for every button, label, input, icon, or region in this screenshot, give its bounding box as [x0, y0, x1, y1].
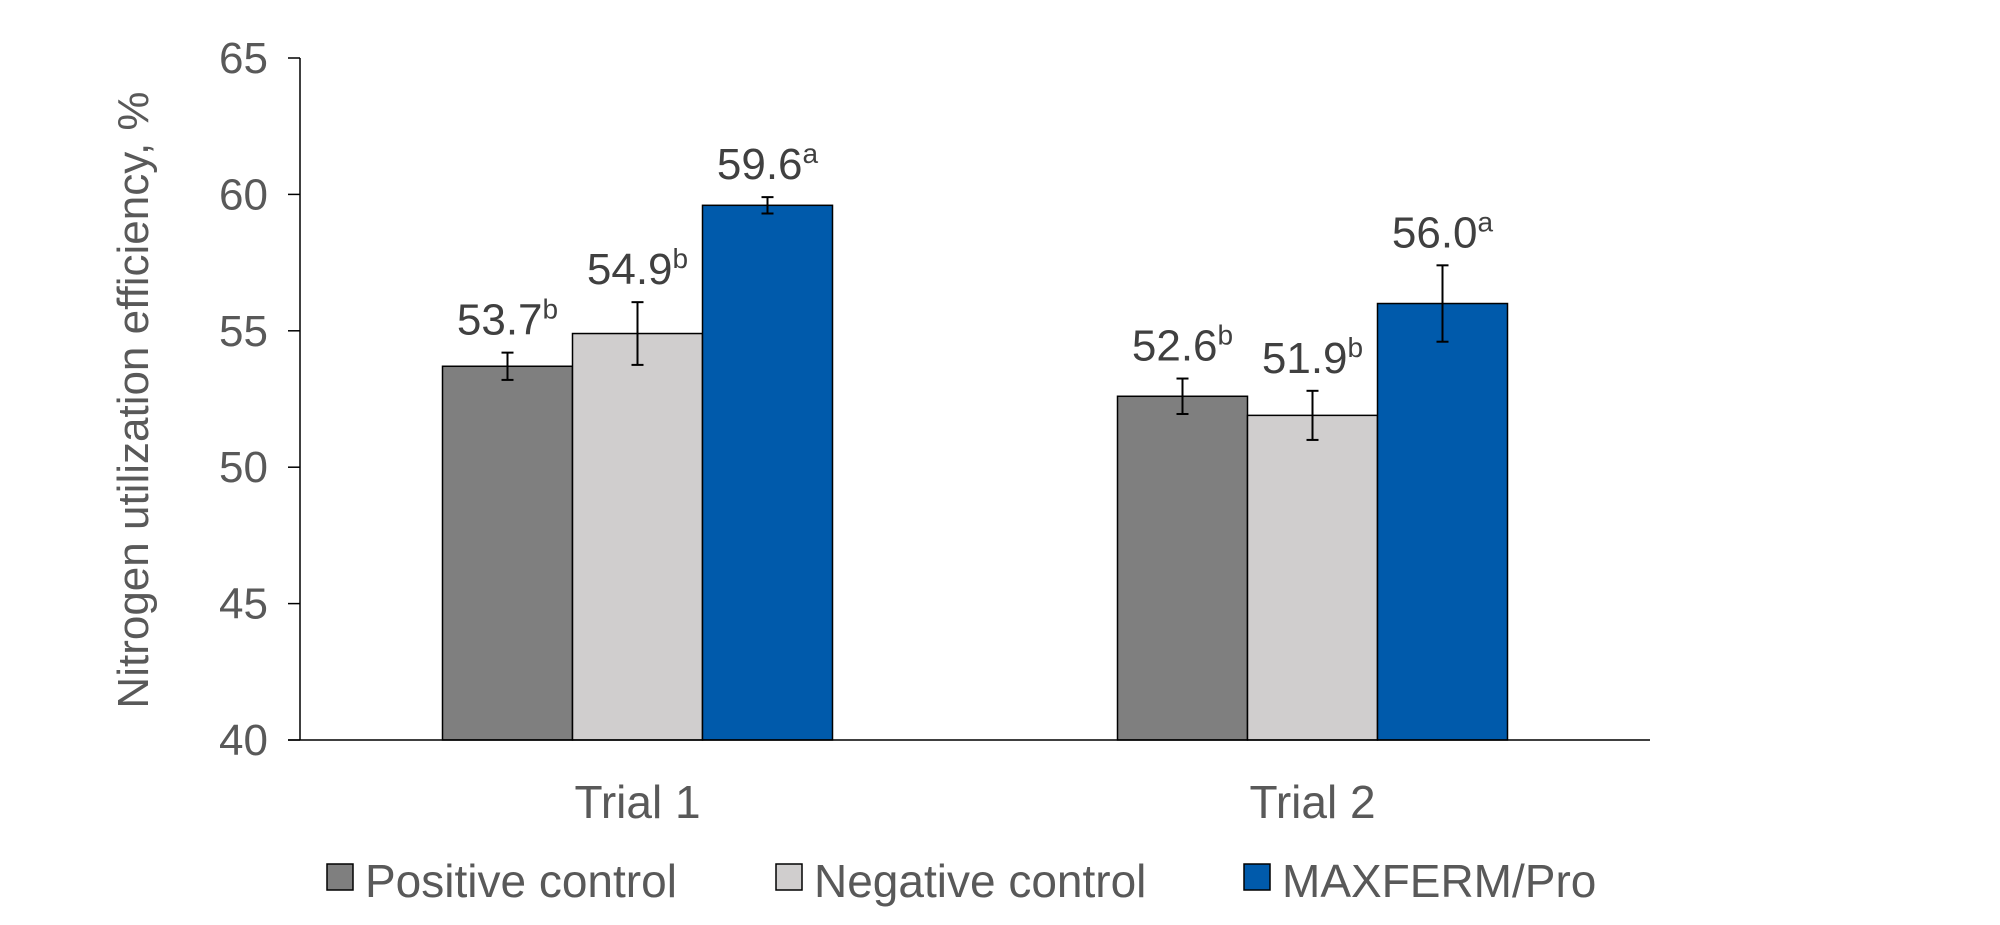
- legend-swatch: [775, 863, 803, 891]
- category-label: Trial 1: [574, 776, 700, 828]
- legend-item: MAXFERM/Pro: [1243, 855, 1596, 907]
- y-tick-label: 60: [219, 170, 268, 219]
- data-label-superscript: b: [1218, 320, 1234, 351]
- y-axis-title-group: Nitrogen utilization efficiency, %: [109, 91, 158, 708]
- data-label: 56.0a: [1392, 206, 1494, 257]
- bar-2-1: [1376, 302, 1509, 741]
- data-label-superscript: b: [673, 243, 689, 274]
- y-tick-label: 40: [219, 716, 268, 765]
- category-labels: Trial 1 Trial 2: [574, 776, 1375, 828]
- y-axis-ticks: 40 45 50 55 60 65: [219, 34, 300, 765]
- bar-0-0: [441, 365, 574, 741]
- y-tick-label: 50: [219, 443, 268, 492]
- data-label-superscript: b: [1348, 332, 1364, 363]
- data-label: 51.9b: [1262, 332, 1363, 383]
- data-label: 59.6a: [717, 138, 819, 189]
- data-label-value: 52.6: [1132, 322, 1218, 371]
- legend-label: MAXFERM/Pro: [1282, 855, 1596, 907]
- error-bar: [1306, 389, 1319, 441]
- data-label-value: 54.9: [587, 245, 673, 294]
- y-tick-label: 55: [219, 307, 268, 356]
- bar-2-0: [701, 204, 834, 741]
- data-label-value: 53.7: [457, 296, 543, 345]
- error-bar: [631, 301, 644, 366]
- data-label: 52.6b: [1132, 320, 1233, 371]
- legend-swatch: [1243, 863, 1271, 891]
- data-label: 53.7b: [457, 294, 558, 345]
- legend-swatch: [326, 863, 354, 891]
- legend-item: Positive control: [326, 855, 677, 907]
- legend-label: Positive control: [365, 855, 677, 907]
- bar-1-1: [1246, 414, 1379, 741]
- data-label-superscript: b: [543, 294, 559, 325]
- legend-label: Negative control: [814, 855, 1146, 907]
- y-tick-label: 65: [219, 34, 268, 83]
- y-tick-label: 45: [219, 580, 268, 629]
- error-bars: [501, 196, 1449, 441]
- category-label: Trial 2: [1249, 776, 1375, 828]
- data-label-superscript: a: [803, 138, 819, 169]
- bar-0-1: [1116, 395, 1249, 741]
- data-label-value: 56.0: [1392, 208, 1478, 257]
- error-bar: [501, 351, 514, 381]
- legend-item: Negative control: [775, 855, 1146, 907]
- data-label-value: 59.6: [717, 140, 803, 189]
- error-bar: [761, 196, 774, 215]
- data-label: 54.9b: [587, 243, 688, 294]
- data-label-value: 51.9: [1262, 334, 1348, 383]
- data-label-superscript: a: [1478, 206, 1494, 237]
- y-axis-title: Nitrogen utilization efficiency, %: [109, 91, 158, 708]
- error-bar: [1436, 264, 1449, 343]
- bar-1-0: [571, 332, 704, 741]
- legend: Positive control Negative control MAXFERM/…: [326, 855, 1596, 907]
- axes: [288, 58, 1650, 741]
- error-bar: [1176, 377, 1189, 416]
